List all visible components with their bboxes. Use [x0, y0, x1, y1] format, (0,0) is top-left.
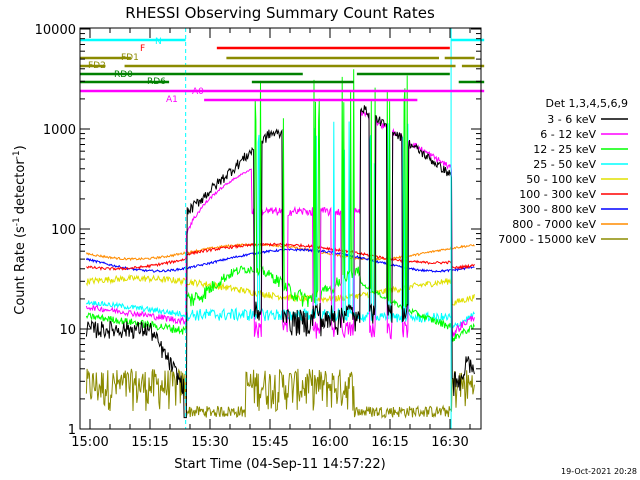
- series-line: [85, 247, 475, 273]
- x-tick-label: 15:30: [191, 435, 228, 450]
- legend-entry-label: 7000 - 15000 keV: [498, 233, 596, 246]
- legend-entry-label: 3 - 6 keV: [547, 113, 596, 126]
- legend-entry-label: 12 - 25 keV: [533, 143, 596, 156]
- x-tick-label: 16:00: [311, 435, 348, 450]
- x-tick-label: 15:15: [131, 435, 168, 450]
- x-axis: 15:00 15:15 15:30 15:45 16:00 16:15 16:30: [71, 28, 471, 450]
- legend: Det 1,3,4,5,6,9 3 - 6 keV 6 - 12 keV 12 - …: [498, 97, 628, 246]
- x-axis-label: Start Time (04-Sep-11 14:57:22): [174, 457, 385, 472]
- series-line: [85, 242, 475, 262]
- chart-title: RHESSI Observing Summary Count Rates: [125, 4, 435, 22]
- legend-entry-label: 100 - 300 keV: [519, 188, 596, 201]
- series-line: [85, 121, 475, 329]
- flag-label: A0: [192, 87, 204, 97]
- y-tick-label: 10: [59, 323, 76, 338]
- x-tick-label: 15:00: [71, 435, 108, 450]
- y-axis-label-sup1: -1: [12, 217, 22, 226]
- series-line: [85, 273, 475, 306]
- flag-label: N: [155, 37, 162, 47]
- plot-lines: [85, 69, 475, 419]
- x-tick-label: 16:30: [431, 435, 468, 450]
- legend-entry-label: 800 - 7000 keV: [512, 218, 596, 231]
- flag-label: RD6: [147, 77, 166, 87]
- y-axis-label-prefix: Count Rate (s: [13, 226, 28, 315]
- legend-entry-label: 300 - 800 keV: [519, 203, 596, 216]
- series-line: [85, 367, 475, 419]
- y-axis-label-sup2: -1: [12, 150, 22, 159]
- y-axis-label: Count Rate (s-1detector-1): [12, 145, 28, 314]
- y-axis-label-group: Count Rate (s-1detector-1): [12, 145, 28, 314]
- generation-timestamp: 19-Oct-2021 20:28: [561, 467, 637, 476]
- flag-label: FD2: [88, 61, 106, 71]
- flag-label: F: [140, 44, 145, 54]
- series-line: [86, 242, 475, 271]
- flag-label: RD0: [114, 70, 133, 80]
- flag-label: A1: [166, 95, 178, 105]
- legend-entry-label: 6 - 12 keV: [540, 128, 596, 141]
- legend-entry-label: 50 - 100 keV: [526, 173, 596, 186]
- series-line: [85, 105, 475, 419]
- flag-label: FD1: [121, 53, 139, 63]
- x-tick-label: 16:15: [371, 435, 408, 450]
- y-tick-label: 100: [51, 223, 76, 238]
- x-tick-label: 15:45: [251, 435, 288, 450]
- y-tick-label: 10000: [35, 23, 76, 38]
- y-axis: 1 10 100 1000 10000: [35, 23, 481, 438]
- y-tick-label: 1: [68, 423, 76, 438]
- y-tick-label: 1000: [43, 123, 76, 138]
- y-axis-label-mid: detector: [13, 159, 28, 215]
- y-axis-label-suffix: ): [13, 145, 28, 150]
- legend-title: Det 1,3,4,5,6,9: [545, 97, 628, 110]
- legend-entry-label: 25 - 50 keV: [533, 158, 596, 171]
